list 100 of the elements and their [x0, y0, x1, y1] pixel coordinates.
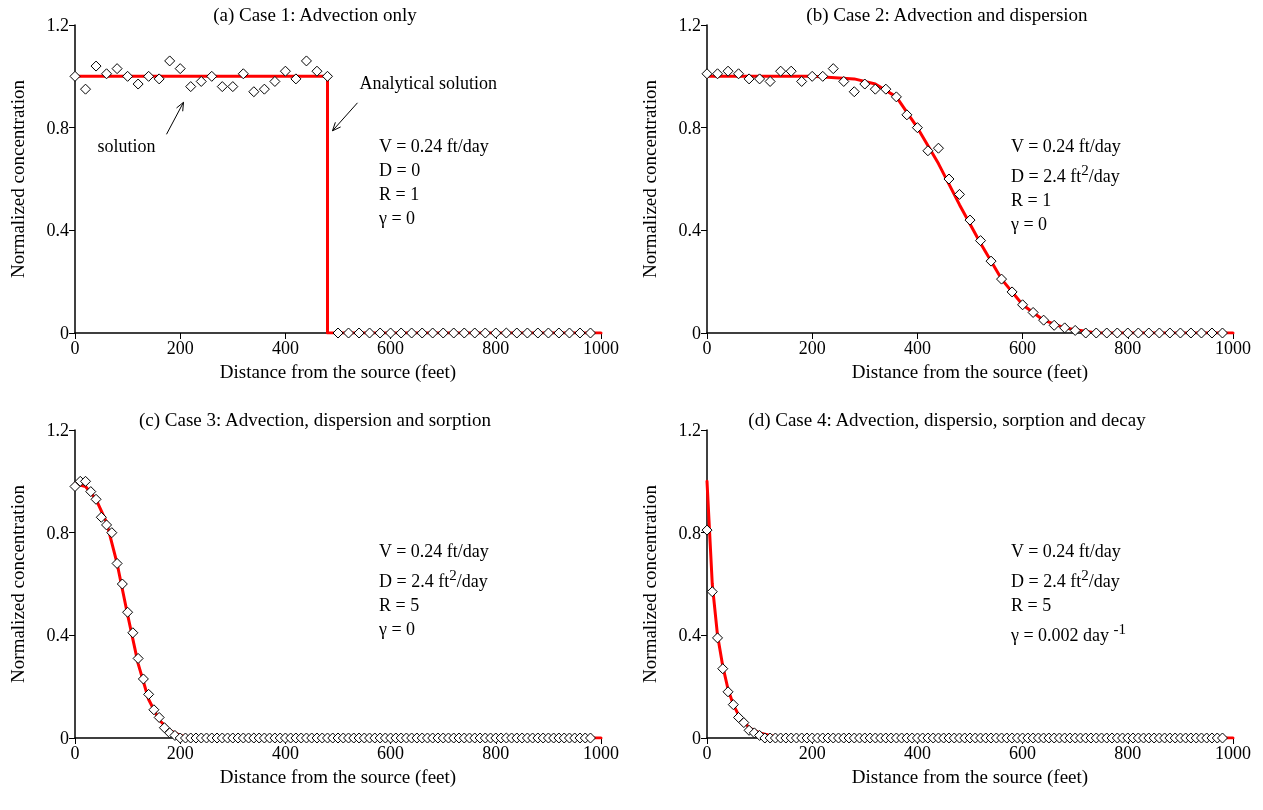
point [153, 73, 165, 85]
annotation: D = 2.4 ft$^{2}$/day [379, 567, 488, 591]
y-tick-label: 0 [60, 728, 69, 748]
x-tick-label: 200 [166, 338, 194, 358]
point [216, 81, 228, 93]
point [1153, 327, 1165, 339]
point [859, 78, 871, 90]
y-axis-title: Normalized concentration [7, 484, 28, 683]
point [1017, 299, 1029, 311]
annotation: γ = 0 [379, 208, 416, 228]
x-tick-label: 200 [798, 338, 826, 358]
x-tick-label: 400 [903, 338, 931, 358]
point [374, 327, 386, 339]
point [1038, 314, 1050, 326]
annotation: R = 5 [1011, 595, 1052, 615]
point [469, 327, 481, 339]
point [500, 327, 512, 339]
point [701, 68, 713, 80]
point [406, 327, 418, 339]
point [427, 327, 439, 339]
point [922, 145, 934, 157]
point [227, 81, 239, 93]
point [975, 235, 987, 247]
y-tick-label: 0.8 [46, 117, 69, 138]
x-axis-title: Distance from the source (feet) [219, 360, 457, 383]
x-tick-label: 600 [1009, 743, 1037, 763]
point [785, 65, 797, 77]
point [364, 327, 376, 339]
point [764, 75, 776, 87]
point [385, 327, 397, 339]
point [953, 188, 965, 200]
x-axis-title: Distance from the source (feet) [851, 360, 1089, 383]
point [1090, 327, 1102, 339]
annotation: D = 2.4 ft$^{2}$/day [1011, 567, 1120, 591]
y-tick-label: 1.2 [678, 15, 701, 35]
y-tick-label: 0 [692, 323, 701, 343]
annotation: R = 1 [1011, 190, 1052, 210]
point [101, 68, 113, 80]
point [911, 122, 923, 134]
x-tick-label: 200 [798, 743, 826, 763]
chart-title: (a) Case 1: Advection only [213, 4, 418, 26]
point [796, 75, 808, 87]
point [111, 63, 123, 75]
point [901, 109, 913, 121]
point [775, 65, 787, 77]
point [311, 65, 323, 77]
x-tick-label: 600 [377, 338, 405, 358]
x-tick-label: 400 [271, 338, 299, 358]
point [869, 83, 881, 95]
point [1195, 327, 1207, 339]
point [195, 75, 207, 87]
point [743, 73, 755, 85]
point [806, 70, 818, 82]
point [416, 327, 428, 339]
x-axis-title: Distance from the source (feet) [851, 765, 1089, 788]
point [1143, 327, 1155, 339]
annotation: γ = 0 [1011, 214, 1048, 234]
annotation: V = 0.24 ft/day [1011, 136, 1121, 156]
x-tick-label: 1000 [1215, 338, 1251, 358]
point [122, 70, 134, 82]
y-tick-label: 1.2 [46, 420, 69, 440]
point [448, 327, 460, 339]
point [1006, 286, 1018, 298]
point [80, 83, 92, 95]
x-tick-label: 400 [903, 743, 931, 763]
chart-title: (d) Case 4: Advection, dispersio, sorption and decay [748, 409, 1147, 431]
point [332, 327, 344, 339]
y-axis-title: Normalized concentration [7, 79, 28, 278]
point [206, 70, 218, 82]
point [521, 327, 533, 339]
point [584, 327, 596, 339]
y-tick-label: 0.8 [678, 117, 701, 138]
point [290, 73, 302, 85]
point [300, 55, 312, 67]
point [321, 70, 333, 82]
y-tick-label: 0.8 [678, 522, 701, 543]
chart-title: (c) Case 3: Advection, dispersion and sorption [138, 409, 492, 431]
x-tick-label: 1000 [583, 338, 619, 358]
point [69, 70, 81, 82]
x-tick-label: 600 [1009, 338, 1037, 358]
point [532, 327, 544, 339]
y-tick-label: 0.4 [678, 220, 701, 241]
point [511, 327, 523, 339]
point [1111, 327, 1123, 339]
point [458, 327, 470, 339]
annotation: R = 1 [379, 184, 420, 204]
point [996, 273, 1008, 285]
point [827, 63, 839, 75]
x-tick-label: 200 [166, 743, 194, 763]
point [132, 78, 144, 90]
point [164, 55, 176, 67]
point [722, 65, 734, 77]
point [880, 83, 892, 95]
point [174, 63, 186, 75]
point [932, 142, 944, 154]
point [553, 327, 565, 339]
annotation: D = 2.4 ft$^{2}$/day [1011, 162, 1120, 186]
y-axis-title: Normalized concentration [639, 79, 660, 278]
y-tick-label: 0 [60, 323, 69, 343]
x-tick-label: 800 [482, 338, 510, 358]
